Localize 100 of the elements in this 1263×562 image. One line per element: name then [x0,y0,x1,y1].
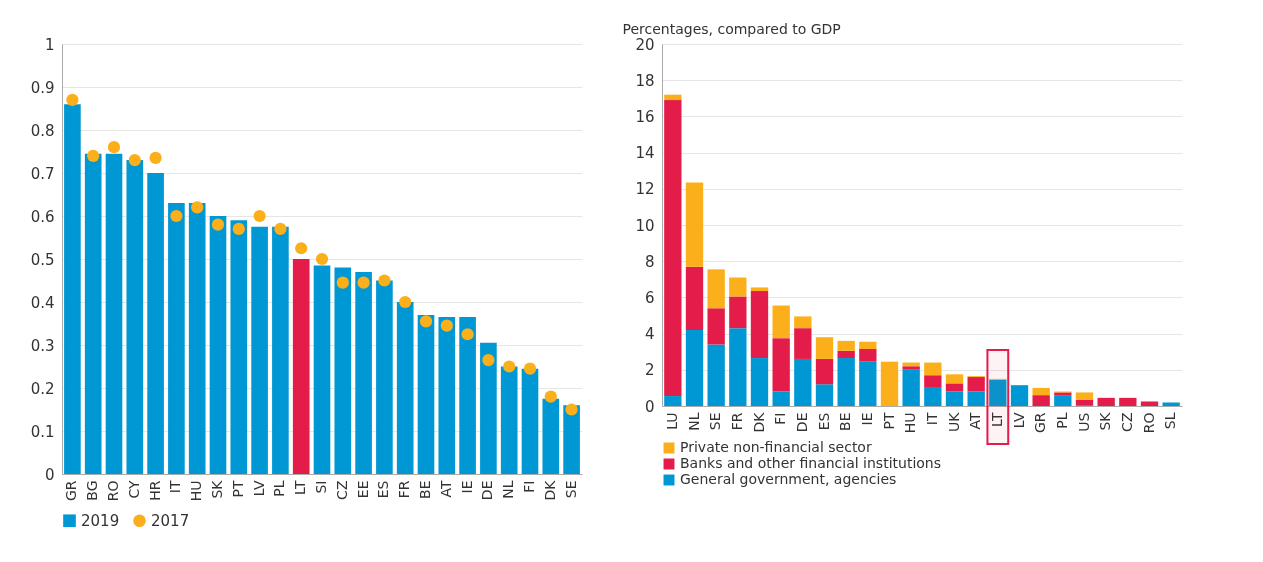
bar [664,396,682,406]
bar [772,305,790,339]
x-tick-label: NL [500,480,517,499]
bar [1075,392,1094,400]
point [170,209,183,223]
bar [188,203,206,474]
bar [772,338,790,392]
x-tick-label: RO [105,480,121,502]
point [191,201,204,214]
bar [837,350,855,359]
bar [664,94,682,101]
bar [355,271,372,474]
bar [1054,395,1072,406]
x-tick-label: ES [375,480,392,499]
x-tick-label: IT [167,480,184,494]
y-tick-label: 8 [644,252,655,271]
bar [1032,387,1050,396]
bar [1119,397,1137,406]
y-tick-label: 1 [44,35,55,54]
x-tick-label: SE [562,480,579,499]
x-tick-label: IE [458,480,475,494]
x-tick-label: ES [815,412,832,431]
bar [729,296,747,329]
bar [1162,402,1180,406]
y-tick-label: 14 [635,144,655,163]
x-tick-label: FI [521,480,537,493]
x-tick-label: SK [1097,411,1114,431]
point [87,149,100,162]
bar [685,182,704,267]
x-tick-label: FR [396,480,413,499]
x-tick-label: BE [417,480,433,499]
bar [794,358,812,406]
bar [84,153,102,474]
bar [967,377,985,392]
bar [815,384,834,406]
bar [376,280,393,474]
point [565,403,578,416]
y-tick-label: 16 [635,107,655,126]
bar [707,344,725,406]
x-tick-label: BE [837,412,854,431]
bar [750,358,769,406]
x-tick-label: UK [945,411,962,432]
y-tick-label: 0 [44,465,55,484]
bar [837,358,855,406]
bar [563,405,580,474]
bar [147,173,164,474]
point [482,353,495,367]
x-tick-label: AT [437,480,454,498]
x-tick-label: DE [793,412,810,433]
x-tick-label: LV [250,480,267,497]
y-tick-label: 0.2 [30,379,55,398]
bar [945,383,964,392]
x-tick-label: US [1075,412,1092,432]
x-tick-label: LT [988,412,1005,427]
bar [292,259,310,474]
x-tick-label: NL [685,412,702,431]
bar [334,267,352,474]
x-tick-label: SI [313,480,329,494]
bar [396,302,414,474]
bar [438,317,456,474]
bar [859,341,877,349]
x-tick-label: LU [663,412,680,430]
bar [859,348,877,362]
bar [313,265,331,474]
bar [126,160,144,474]
bar [924,362,942,376]
x-tick-label: PL [1053,412,1070,429]
x-tick-label: SK [209,479,225,499]
x-tick-label: LT [292,480,309,495]
y-tick-label: 6 [644,288,655,307]
x-tick-label: GR [63,480,80,502]
y-tick-label: 10 [635,216,655,235]
y-tick-label: 0.9 [30,78,55,97]
legend-label: General government, agencies [680,471,897,487]
point [399,295,412,309]
bar [859,361,877,406]
y-tick-label: 0.8 [30,121,55,140]
x-tick-label: BG [84,480,101,501]
point [66,93,79,107]
bar [750,291,769,359]
y-tick-label: 0.3 [30,336,55,355]
bar [794,328,812,359]
bar [209,216,227,474]
bar [880,361,899,406]
bar [794,316,812,329]
bar [105,153,123,474]
legend-label: Banks and other financial institutions [680,455,942,471]
x-tick-label: CY [125,480,142,499]
point [378,274,391,287]
x-tick-label: EE [354,480,371,499]
x-tick-label: HU [188,480,205,502]
bar [521,368,539,474]
y-tick-label: 0.4 [30,293,55,312]
x-tick-label: GR [1032,412,1049,434]
point [232,222,245,236]
bar [272,226,289,474]
y-tick-label: 0.6 [30,207,55,226]
bar [902,366,920,370]
y-tick-label: 12 [635,180,655,199]
point [523,362,537,375]
